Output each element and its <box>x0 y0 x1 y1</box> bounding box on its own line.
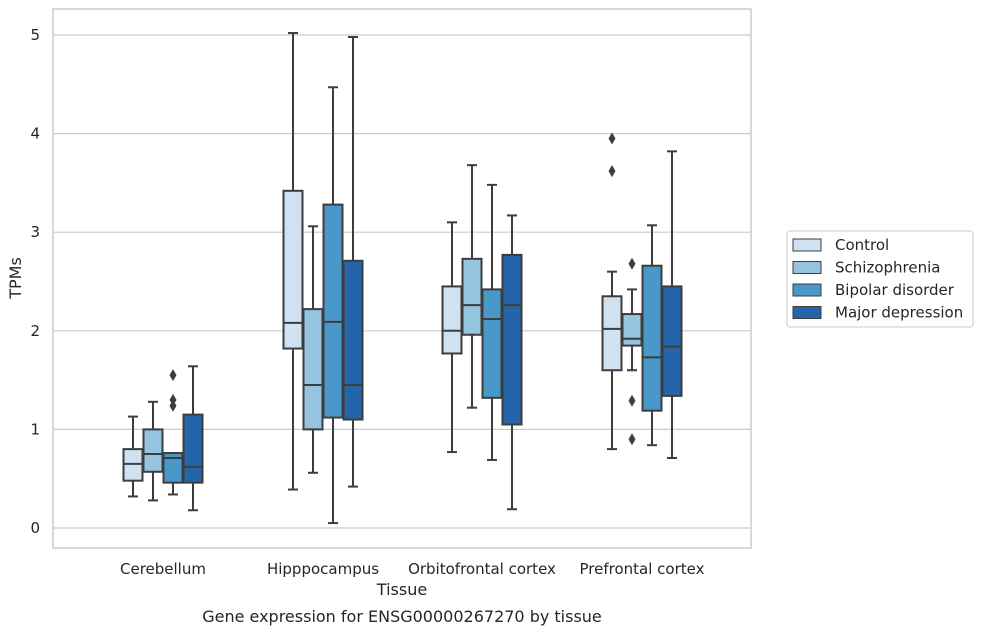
box-bipolar-disorder <box>641 224 663 447</box>
box-schizophrenia <box>302 225 324 474</box>
y-axis-label: TPMs <box>6 257 25 300</box>
legend-frame <box>786 230 974 328</box>
plot-frame <box>52 8 752 549</box>
legend-swatch <box>792 306 822 319</box>
box-bipolar-disorder <box>481 183 503 461</box>
box-bipolar-disorder <box>322 86 344 525</box>
legend-swatch <box>792 261 822 274</box>
box-iqr <box>601 295 623 372</box>
legend-label: Major depression <box>835 304 963 322</box>
x-tick-label: Prefrontal cortex <box>580 560 705 578</box>
outlier-point <box>169 399 177 412</box>
x-tick-label: Hipppocampus <box>267 560 379 578</box>
x-tick-label: Orbitofrontal cortex <box>408 560 556 578</box>
box-schizophrenia <box>621 257 643 446</box>
box-iqr <box>661 285 683 397</box>
y-tick-label: 4 <box>30 125 40 143</box>
box-schizophrenia <box>142 400 164 502</box>
outlier-point <box>608 165 616 178</box>
y-tick-label: 0 <box>30 519 40 537</box>
box-iqr <box>621 313 643 347</box>
x-ticks: Cerebellum Hipppocampus Orbitofrontal cort… <box>120 560 705 578</box>
box-control <box>441 221 463 454</box>
outlier-point <box>628 433 636 446</box>
y-ticks: 0 1 2 3 4 5 <box>30 26 40 537</box>
y-tick-label: 1 <box>30 420 40 438</box>
outlier-point <box>628 257 636 270</box>
legend: Control Schizophrenia Bipolar disorder Majo… <box>786 230 974 328</box>
box-iqr <box>441 285 463 355</box>
box-iqr <box>282 189 304 350</box>
box-iqr <box>142 428 164 473</box>
chart-title: Gene expression for ENSG00000267270 by t… <box>202 607 602 626</box>
box-major-depression <box>501 214 523 511</box>
x-axis-label: Tissue <box>376 580 427 599</box>
legend-swatch <box>792 283 822 297</box>
box-iqr <box>322 203 344 419</box>
box-iqr <box>342 259 364 421</box>
y-tick-label: 5 <box>30 26 40 44</box>
box-major-depression <box>342 35 364 488</box>
box-iqr <box>481 288 503 399</box>
box-bipolar-disorder <box>162 369 184 496</box>
legend-label: Bipolar disorder <box>835 281 955 299</box>
box-control <box>122 415 144 498</box>
box-schizophrenia <box>461 164 483 409</box>
outlier-point <box>628 394 636 407</box>
outlier-point <box>169 369 177 382</box>
x-tick-label: Cerebellum <box>120 560 206 578</box>
box-iqr <box>182 413 204 484</box>
box-iqr <box>641 264 663 412</box>
box-control <box>282 32 304 491</box>
y-tick-label: 2 <box>30 322 40 340</box>
box-iqr <box>461 257 483 336</box>
legend-label: Schizophrenia <box>835 259 940 277</box>
box-iqr <box>501 253 523 426</box>
outlier-point <box>608 132 616 145</box>
boxes-layer <box>122 32 683 525</box>
box-major-depression <box>182 365 204 512</box>
box-major-depression <box>661 150 683 459</box>
box-control <box>601 132 623 451</box>
box-iqr <box>302 308 324 431</box>
y-tick-label: 3 <box>30 223 40 241</box>
legend-swatch <box>792 238 822 252</box>
legend-label: Control <box>835 236 889 254</box>
